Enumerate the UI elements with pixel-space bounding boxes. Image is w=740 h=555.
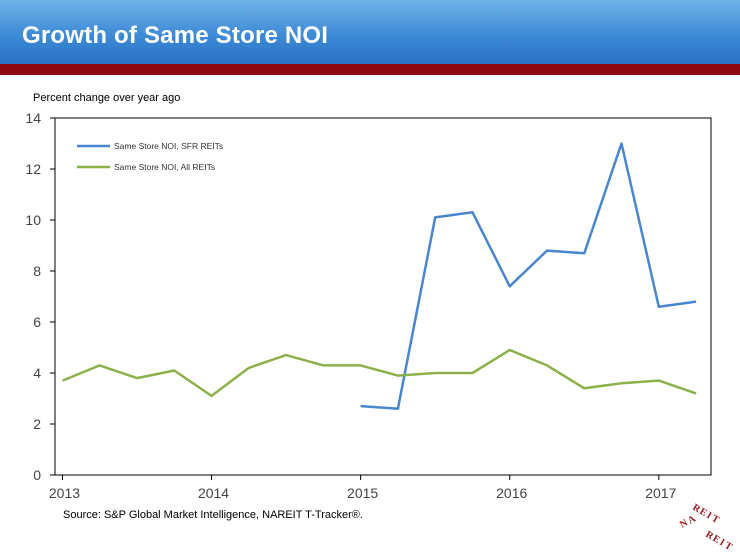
x-tick-label: 2016 bbox=[496, 485, 527, 501]
y-tick-label: 8 bbox=[33, 263, 41, 279]
page-title: Growth of Same Store NOI bbox=[22, 22, 329, 49]
y-tick-label: 6 bbox=[33, 314, 41, 330]
header-banner: Growth of Same Store NOI bbox=[0, 0, 740, 64]
y-tick-label: 0 bbox=[33, 467, 41, 483]
y-tick-label: 14 bbox=[25, 110, 41, 126]
x-tick-label: 2014 bbox=[198, 485, 229, 501]
legend-item-all-reits: Same Store NOI, All REITs bbox=[114, 162, 215, 172]
svg-text:E: E bbox=[711, 533, 723, 546]
x-tick-label: 2015 bbox=[347, 485, 378, 501]
series-line-all-reits bbox=[62, 348, 697, 398]
x-tick-label: 2017 bbox=[645, 485, 676, 501]
y-tick-label: 2 bbox=[33, 416, 41, 432]
plot-frame bbox=[54, 117, 712, 476]
svg-text:T: T bbox=[723, 540, 735, 550]
nareit-logo: R E I T N A R E I T bbox=[678, 502, 735, 550]
legend-item-sfr-reits: Same Store NOI, SFR REITs bbox=[114, 141, 223, 151]
y-tick-label: 10 bbox=[25, 212, 41, 228]
x-tick-label: 2013 bbox=[49, 485, 80, 501]
y-axis-label: Percent change over year ago bbox=[33, 92, 181, 104]
svg-text:T: T bbox=[710, 513, 722, 526]
header-rule bbox=[0, 64, 740, 75]
source-note: Source: S&P Global Market Intelligence, … bbox=[63, 509, 363, 521]
svg-text:I: I bbox=[705, 510, 714, 522]
svg-text:E: E bbox=[698, 506, 710, 519]
y-tick-label: 4 bbox=[33, 365, 41, 381]
svg-text:I: I bbox=[718, 537, 727, 549]
y-tick-label: 12 bbox=[25, 161, 41, 177]
series-line-sfr-reits bbox=[360, 142, 697, 410]
